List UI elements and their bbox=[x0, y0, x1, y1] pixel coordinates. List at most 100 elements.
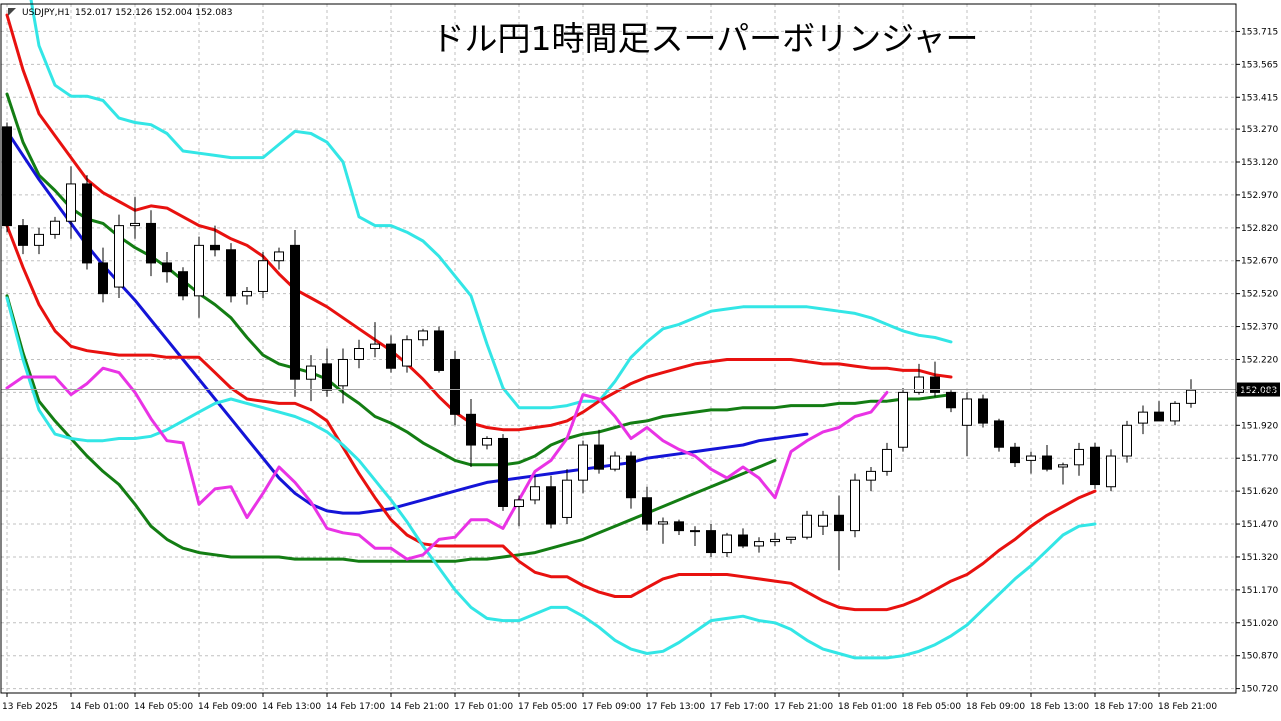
candle-body-down bbox=[18, 225, 28, 246]
candle bbox=[866, 466, 876, 492]
y-tick-label: 151.620 bbox=[1241, 487, 1278, 497]
candle bbox=[82, 175, 92, 270]
candle bbox=[994, 418, 1004, 452]
candle-body-up bbox=[306, 365, 316, 380]
candle-body-down bbox=[434, 330, 444, 371]
candle bbox=[466, 398, 476, 467]
candle-body-up bbox=[370, 343, 380, 349]
candle bbox=[946, 390, 956, 413]
candle-body-up bbox=[850, 479, 860, 532]
x-tick-label: 17 Feb 09:00 bbox=[582, 702, 641, 712]
candle-body-down bbox=[738, 534, 748, 547]
candle bbox=[354, 339, 364, 369]
axes: 153.715 153.565 153.415 153.270 153.120 152.9… bbox=[2, 27, 1278, 712]
candle-body-up bbox=[50, 220, 60, 235]
x-tick-label: 18 Feb 17:00 bbox=[1094, 702, 1153, 712]
candle bbox=[210, 225, 220, 257]
candle bbox=[418, 328, 428, 347]
candle bbox=[594, 429, 604, 474]
candle-body-up bbox=[754, 541, 764, 547]
x-tick-label: 18 Feb 01:00 bbox=[838, 702, 897, 712]
candle-body-down bbox=[386, 343, 396, 369]
candle-body-up bbox=[418, 330, 428, 341]
candle bbox=[1090, 442, 1100, 489]
candle-body-up bbox=[562, 479, 572, 518]
candle bbox=[850, 473, 860, 538]
candle bbox=[258, 251, 268, 299]
candle bbox=[194, 236, 204, 318]
candle-body-up bbox=[242, 290, 252, 297]
candle bbox=[386, 335, 396, 373]
candle bbox=[1186, 379, 1196, 408]
candle bbox=[1154, 401, 1164, 422]
candle-body-up bbox=[34, 233, 44, 246]
candle bbox=[530, 475, 540, 505]
candle-body-down bbox=[1010, 446, 1020, 464]
candle-body-down bbox=[146, 222, 156, 264]
candle-body-up bbox=[914, 376, 924, 393]
candle-body-down bbox=[642, 497, 652, 525]
candle-body-down bbox=[450, 358, 460, 415]
candle-body-up bbox=[274, 251, 284, 262]
candle bbox=[130, 197, 140, 239]
candle-body-down bbox=[626, 455, 636, 499]
candle bbox=[1026, 451, 1036, 474]
candle bbox=[1138, 405, 1148, 435]
candle bbox=[674, 519, 684, 536]
candle-body-up bbox=[898, 391, 908, 448]
candle-body-down bbox=[834, 514, 844, 532]
y-tick-label: 152.370 bbox=[1241, 323, 1278, 333]
candle bbox=[978, 394, 988, 428]
y-tick-label: 153.120 bbox=[1241, 158, 1278, 168]
candle-body-down bbox=[930, 376, 940, 393]
bollinger-bands bbox=[5, 0, 1097, 660]
y-tick-label: 153.715 bbox=[1241, 27, 1278, 37]
candle bbox=[402, 335, 412, 373]
candle-body-down bbox=[498, 437, 508, 507]
candle-body-up bbox=[1122, 424, 1132, 457]
y-tick-label: 152.220 bbox=[1241, 355, 1278, 365]
y-tick-label: 151.020 bbox=[1241, 619, 1278, 629]
candle-body-down bbox=[1042, 455, 1052, 470]
candle bbox=[722, 532, 732, 557]
candle bbox=[754, 537, 764, 553]
candle bbox=[1042, 445, 1052, 472]
candle bbox=[802, 510, 812, 540]
candle-body-down bbox=[978, 398, 988, 424]
candlesticks bbox=[2, 122, 1196, 571]
candle bbox=[786, 536, 796, 544]
candle-body-down bbox=[1154, 411, 1164, 422]
plot-border bbox=[0, 3, 1237, 694]
candle-body-up bbox=[1138, 411, 1148, 424]
x-tick-label: 14 Feb 05:00 bbox=[134, 702, 193, 712]
x-tick-label: 17 Feb 17:00 bbox=[710, 702, 769, 712]
candle-body-down bbox=[946, 391, 956, 409]
candle-body-up bbox=[514, 499, 524, 507]
candle bbox=[962, 392, 972, 457]
candle bbox=[370, 322, 380, 358]
candle bbox=[322, 348, 332, 397]
candle-body-down bbox=[162, 262, 172, 273]
candle-body-up bbox=[770, 538, 780, 543]
candle-body-down bbox=[706, 530, 716, 554]
candle bbox=[50, 216, 60, 239]
candle-body-down bbox=[290, 244, 300, 380]
candle bbox=[242, 287, 252, 305]
candle bbox=[898, 387, 908, 452]
candle bbox=[818, 510, 828, 536]
candle bbox=[2, 122, 12, 233]
candle bbox=[882, 442, 892, 476]
x-tick-label: 18 Feb 21:00 bbox=[1158, 702, 1217, 712]
y-tick-label: 152.670 bbox=[1241, 257, 1278, 267]
candle-body-down bbox=[210, 244, 220, 251]
candle bbox=[578, 440, 588, 494]
candle-body-down bbox=[674, 521, 684, 532]
candle bbox=[562, 469, 572, 525]
candle-body-up bbox=[722, 534, 732, 554]
y-tick-label: 153.415 bbox=[1241, 93, 1278, 103]
candle bbox=[482, 436, 492, 450]
y-tick-label: 153.565 bbox=[1241, 60, 1278, 70]
candle-body-up bbox=[66, 183, 76, 222]
y-tick-label: 152.820 bbox=[1241, 224, 1278, 234]
